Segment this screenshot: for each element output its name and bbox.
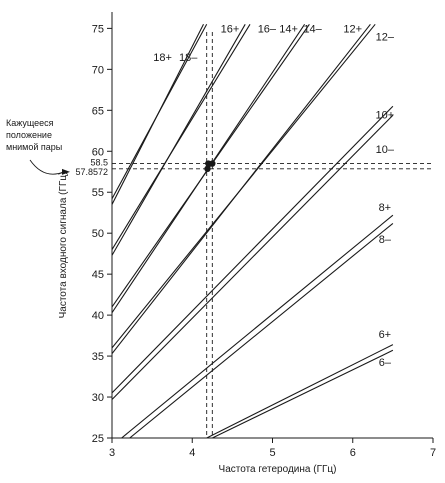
annotation-text: Кажущееся bbox=[6, 118, 54, 128]
x-tick-label: 7 bbox=[430, 447, 436, 459]
series-line bbox=[129, 222, 394, 438]
y-tick-label: 50 bbox=[92, 228, 104, 240]
y-tick-label: 70 bbox=[92, 64, 104, 76]
annotation-arrow-line bbox=[29, 159, 65, 175]
x-tick-label: 5 bbox=[269, 447, 275, 459]
marker-label: 57.8572 bbox=[75, 167, 108, 177]
y-tick-label: 75 bbox=[92, 23, 104, 35]
series-label: 6+ bbox=[379, 329, 392, 341]
y-tick-label: 55 bbox=[92, 187, 104, 199]
y-axis-title: Частота входного сигнала (ГГц) bbox=[58, 172, 69, 319]
series-label: 14+ bbox=[279, 23, 298, 35]
series-label: 14– bbox=[303, 23, 322, 35]
series-line bbox=[112, 23, 371, 354]
annotation-text: положение bbox=[6, 130, 52, 140]
series-label: 16– bbox=[258, 23, 277, 35]
series-line bbox=[206, 344, 394, 438]
series-line bbox=[112, 24, 204, 205]
y-tick-label: 60 bbox=[92, 146, 104, 158]
annotation-text: мнимой пары bbox=[6, 142, 62, 152]
y-tick-label: 40 bbox=[92, 310, 104, 322]
series-label: 16+ bbox=[221, 23, 240, 35]
series-label: 12– bbox=[376, 32, 395, 44]
data-point bbox=[204, 165, 211, 173]
y-tick-label: 65 bbox=[92, 105, 104, 117]
series-label: 10+ bbox=[376, 110, 395, 122]
series-label: 18– bbox=[179, 52, 198, 64]
series-label: 8– bbox=[379, 234, 392, 246]
series-line bbox=[112, 24, 251, 250]
annotation-arrowhead bbox=[62, 168, 70, 175]
series-label: 10– bbox=[376, 144, 395, 156]
series-line bbox=[112, 114, 394, 400]
series-line bbox=[121, 214, 394, 438]
y-tick-label: 45 bbox=[92, 269, 104, 281]
series-line bbox=[212, 349, 394, 438]
series-line bbox=[112, 24, 246, 256]
data-point bbox=[209, 160, 216, 167]
series-line bbox=[112, 105, 394, 394]
y-tick-label: 25 bbox=[92, 433, 104, 445]
series-label: 12+ bbox=[343, 23, 362, 35]
x-tick-label: 4 bbox=[189, 447, 195, 459]
y-tick-label: 30 bbox=[92, 392, 104, 404]
series-label: 8+ bbox=[379, 202, 392, 214]
marker-label: 58.5 bbox=[90, 158, 108, 168]
x-axis-title: Частота гетеродина (ГГц) bbox=[219, 464, 337, 475]
x-tick-label: 6 bbox=[350, 447, 356, 459]
x-tick-label: 3 bbox=[109, 447, 115, 459]
y-tick-label: 35 bbox=[92, 351, 104, 363]
series-label: 6– bbox=[379, 357, 392, 369]
series-label: 18+ bbox=[153, 52, 172, 64]
